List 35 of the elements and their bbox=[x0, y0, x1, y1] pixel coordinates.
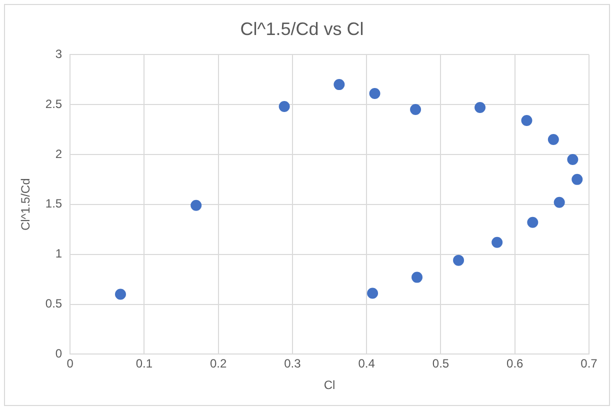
point bbox=[567, 154, 578, 165]
y-tick-label: 2 bbox=[55, 146, 62, 161]
x-tick-label: 0.5 bbox=[432, 356, 450, 371]
y-tick-label: 0 bbox=[55, 346, 62, 361]
point bbox=[278, 101, 290, 112]
point bbox=[114, 288, 126, 300]
point bbox=[410, 104, 422, 116]
point bbox=[521, 115, 532, 126]
x-tick-label: 0 bbox=[66, 356, 74, 371]
x-tick-label: 0.1 bbox=[136, 356, 153, 371]
x-tick-label: 0.6 bbox=[506, 356, 524, 371]
point bbox=[334, 79, 345, 90]
y-axis-title: Cl^1.5/Cd bbox=[18, 178, 33, 231]
y-tick-label: 1 bbox=[55, 246, 62, 261]
point bbox=[453, 254, 464, 266]
y-tick-label: 0.5 bbox=[45, 296, 62, 311]
point bbox=[492, 236, 503, 248]
x-tick-label: 0.3 bbox=[284, 356, 302, 371]
x-tick-label: 0.4 bbox=[358, 356, 376, 371]
point bbox=[554, 196, 565, 208]
y-tick-label: 2.5 bbox=[45, 96, 62, 111]
point bbox=[527, 216, 538, 228]
x-tick-label: 0.2 bbox=[210, 356, 228, 371]
point bbox=[474, 102, 486, 114]
point bbox=[412, 272, 423, 283]
y-tick-label: 3 bbox=[55, 46, 62, 61]
x-axis-title: Cl bbox=[324, 378, 336, 392]
point bbox=[548, 134, 559, 145]
chart-title: Cl^1.5/Cd vs Cl bbox=[240, 18, 364, 39]
x-tick-label: 0.7 bbox=[580, 356, 598, 371]
y-tick-label: 1.5 bbox=[45, 196, 62, 211]
point bbox=[190, 200, 202, 211]
point bbox=[572, 174, 583, 185]
point bbox=[369, 88, 380, 100]
point bbox=[367, 288, 378, 299]
